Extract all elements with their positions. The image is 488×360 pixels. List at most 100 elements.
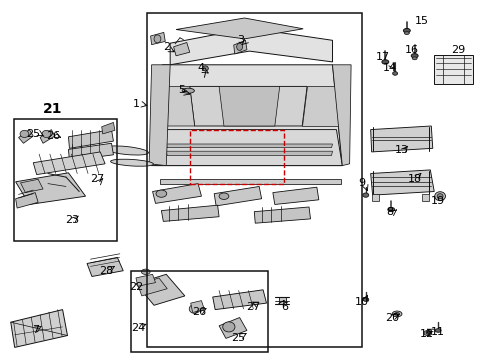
Polygon shape: [233, 40, 246, 54]
Polygon shape: [176, 18, 303, 39]
Text: 5: 5: [178, 85, 185, 95]
Ellipse shape: [434, 192, 445, 201]
Text: 29: 29: [450, 45, 465, 55]
Text: 14: 14: [383, 63, 396, 73]
Text: 12: 12: [419, 329, 432, 339]
Polygon shape: [20, 179, 43, 193]
Polygon shape: [219, 318, 246, 338]
Ellipse shape: [141, 269, 150, 275]
Polygon shape: [189, 86, 306, 126]
Ellipse shape: [391, 311, 401, 317]
Polygon shape: [151, 65, 342, 166]
Ellipse shape: [362, 298, 368, 301]
Polygon shape: [214, 186, 261, 206]
Polygon shape: [370, 170, 433, 195]
Polygon shape: [332, 65, 350, 166]
Ellipse shape: [381, 60, 388, 64]
Text: 24: 24: [130, 323, 145, 333]
Ellipse shape: [110, 159, 153, 166]
Text: 7: 7: [32, 325, 39, 336]
Bar: [189, 130, 283, 184]
Text: 2: 2: [163, 42, 169, 52]
Polygon shape: [33, 152, 105, 175]
Ellipse shape: [392, 72, 397, 75]
Polygon shape: [11, 310, 67, 347]
Polygon shape: [160, 179, 341, 184]
Bar: [131, 271, 267, 352]
Polygon shape: [166, 151, 332, 156]
Text: 6: 6: [281, 302, 287, 312]
Ellipse shape: [103, 146, 148, 155]
Text: 27: 27: [245, 302, 260, 312]
Polygon shape: [19, 130, 33, 143]
Polygon shape: [68, 143, 113, 161]
Text: 21: 21: [43, 102, 62, 116]
Polygon shape: [433, 55, 472, 84]
Polygon shape: [136, 274, 184, 305]
Text: 4: 4: [198, 63, 204, 73]
Polygon shape: [152, 184, 201, 203]
Polygon shape: [155, 130, 342, 166]
Text: 16: 16: [404, 45, 418, 55]
Text: 26: 26: [46, 131, 60, 141]
Polygon shape: [16, 193, 38, 208]
Ellipse shape: [394, 312, 399, 315]
Ellipse shape: [436, 194, 442, 199]
Polygon shape: [138, 278, 167, 296]
Ellipse shape: [20, 130, 29, 138]
Text: 19: 19: [430, 196, 444, 206]
Polygon shape: [421, 194, 428, 201]
Text: 28: 28: [99, 266, 114, 276]
Ellipse shape: [423, 330, 431, 336]
Polygon shape: [272, 187, 318, 204]
Polygon shape: [40, 130, 55, 143]
Bar: [146, 13, 361, 347]
Ellipse shape: [362, 193, 368, 197]
Text: 9: 9: [358, 178, 365, 188]
Polygon shape: [170, 28, 332, 65]
Polygon shape: [166, 144, 332, 148]
Ellipse shape: [156, 190, 166, 197]
Ellipse shape: [403, 28, 409, 33]
Polygon shape: [151, 86, 194, 126]
Polygon shape: [254, 207, 310, 223]
Polygon shape: [102, 122, 115, 134]
Text: 8: 8: [386, 207, 393, 217]
Ellipse shape: [410, 54, 417, 58]
Text: 15: 15: [414, 16, 427, 26]
Polygon shape: [371, 194, 378, 201]
Polygon shape: [302, 86, 346, 126]
Ellipse shape: [411, 57, 416, 60]
Polygon shape: [16, 173, 85, 204]
Polygon shape: [136, 274, 155, 286]
Ellipse shape: [189, 305, 200, 313]
Ellipse shape: [425, 332, 429, 334]
Polygon shape: [161, 205, 219, 221]
Polygon shape: [150, 32, 165, 45]
Ellipse shape: [219, 193, 228, 199]
Ellipse shape: [404, 32, 408, 35]
Polygon shape: [190, 301, 204, 312]
Text: 20: 20: [385, 312, 398, 323]
Ellipse shape: [154, 35, 161, 43]
Text: 26: 26: [192, 307, 206, 318]
Text: 27: 27: [89, 174, 104, 184]
Text: 18: 18: [407, 174, 421, 184]
Ellipse shape: [182, 88, 194, 93]
Polygon shape: [219, 86, 279, 126]
Text: 23: 23: [65, 215, 79, 225]
Text: 22: 22: [128, 282, 143, 292]
Polygon shape: [212, 290, 266, 310]
Polygon shape: [278, 297, 285, 304]
Ellipse shape: [222, 322, 235, 332]
Ellipse shape: [387, 207, 394, 212]
Polygon shape: [173, 42, 189, 56]
Polygon shape: [370, 126, 432, 152]
Ellipse shape: [202, 66, 208, 71]
Text: 17: 17: [375, 52, 388, 62]
Polygon shape: [68, 130, 113, 148]
Text: 25: 25: [26, 129, 40, 139]
Ellipse shape: [236, 43, 242, 50]
Text: 25: 25: [231, 333, 245, 343]
Text: 10: 10: [354, 297, 368, 307]
